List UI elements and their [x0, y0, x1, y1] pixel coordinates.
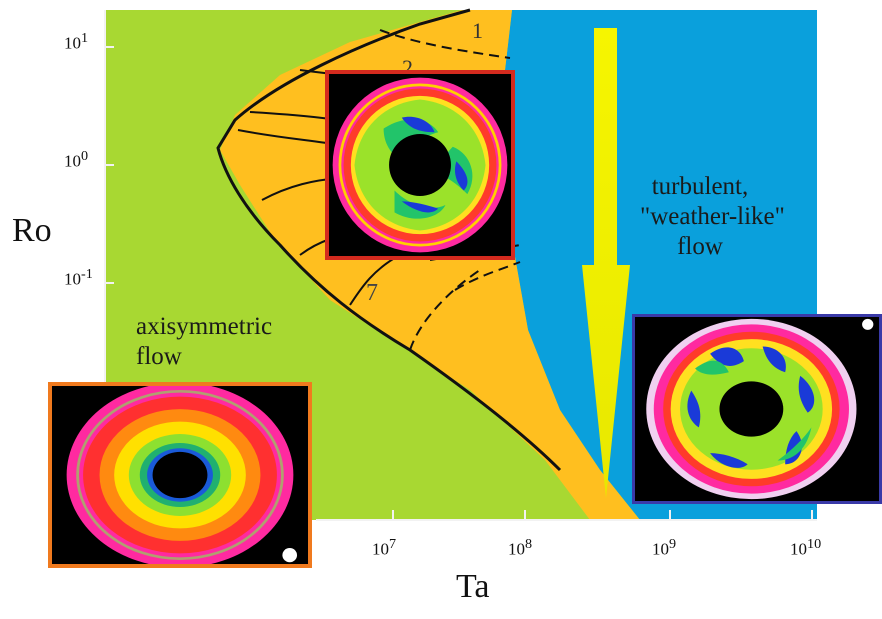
y-tick-label: 101 — [64, 30, 89, 53]
x-axis-title: Ta — [456, 568, 490, 605]
y-tick-label: 100 — [64, 148, 89, 171]
y-tick-label: 10-1 — [64, 266, 93, 289]
curve-number-label: 1 — [472, 18, 483, 43]
wavenumber-curve — [454, 261, 521, 291]
x-tick-label: 109 — [652, 536, 677, 559]
regular-wave-inset-image — [325, 70, 515, 260]
turbulent-pattern — [635, 317, 879, 501]
x-axis-ticks — [316, 510, 817, 521]
turbulent-inset-image — [632, 314, 882, 504]
axisymmetric-label: axisymmetric flow — [136, 313, 273, 370]
axisymmetric-inset-image — [48, 382, 312, 568]
y-axis-title: Ro — [12, 212, 52, 249]
regular-wave-pattern — [329, 74, 511, 256]
curve-number-label: 2 — [402, 55, 413, 80]
wavenumber-curve — [379, 29, 511, 59]
curve-number-label: 7 — [366, 280, 378, 306]
wavenumber-curve — [409, 269, 481, 351]
axisymmetric-pattern — [52, 386, 308, 564]
x-tick-label: 1010 — [790, 536, 822, 559]
transition-arrow — [582, 28, 630, 498]
x-tick-label: 108 — [508, 536, 533, 559]
turbulent-label: turbulent, "weather-like" flow — [640, 173, 785, 260]
x-tick-label: 107 — [372, 536, 397, 559]
